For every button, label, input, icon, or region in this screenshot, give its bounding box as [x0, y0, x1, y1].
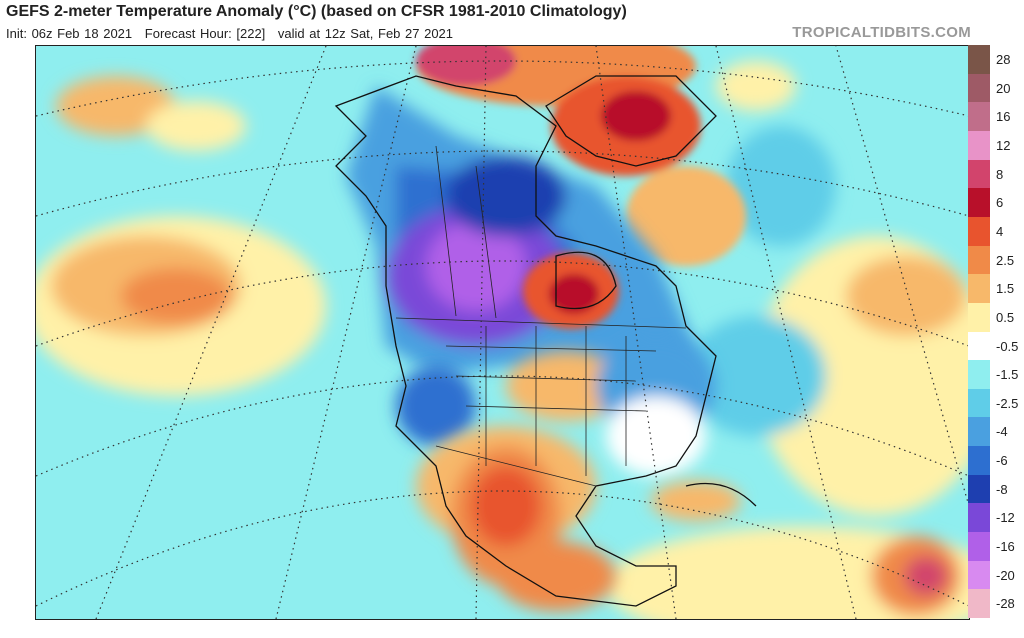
colorbar-label: -1.5 [996, 367, 1019, 383]
colorbar-label: -4 [996, 424, 1008, 440]
site-brand: TROPICALTIDBITS.COM [792, 24, 971, 41]
colorbar-label: 4 [996, 223, 1004, 239]
colorbar-label: -2.5 [996, 395, 1019, 411]
colorbar-swatch [968, 560, 990, 590]
colorbar-swatch [968, 73, 990, 103]
colorbar-swatch [968, 360, 990, 390]
colorbar-label: -8 [996, 481, 1008, 497]
colorbar-label: -28 [996, 596, 1015, 612]
map-graticule [36, 46, 969, 619]
atlantic-anomaly [606, 126, 969, 619]
colorbar-label: 1.5 [996, 281, 1015, 297]
colorbar-swatch [968, 45, 990, 74]
colorbar-swatch [968, 417, 990, 447]
colorbar-label: -0.5 [996, 338, 1019, 354]
colorbar-swatch [968, 245, 990, 275]
colorbar-swatch [968, 388, 990, 418]
colorbar-swatch [968, 159, 990, 189]
colorbar-label: -6 [996, 453, 1008, 469]
colorbar-label: -20 [996, 567, 1015, 583]
colorbar-swatch [968, 102, 990, 132]
hudson-bay-warm-anomaly [523, 253, 619, 329]
colorbar-swatch [968, 532, 990, 562]
forecast-info: Init: 06z Feb 18 2021 Forecast Hour: [22… [6, 26, 461, 41]
colorbar-swatch [968, 331, 990, 361]
political-borders [395, 145, 687, 487]
colorbar-swatch [968, 188, 990, 218]
map-canvas [36, 46, 969, 619]
colorbar-label: 20 [996, 80, 1011, 96]
colorbar-swatch [968, 274, 990, 304]
colorbar-label: 28 [996, 52, 1011, 67]
anomaly-map [35, 45, 970, 620]
greenland-warm-anomaly [416, 46, 746, 266]
colorbar-label: 0.5 [996, 309, 1015, 325]
colorbar-swatch [968, 589, 990, 619]
colorbar-label: 6 [996, 195, 1004, 211]
chart-title: GEFS 2-meter Temperature Anomaly (°C) (b… [6, 3, 627, 20]
valid-time: valid at 12z Sat, Feb 27 2021 [277, 26, 454, 41]
colorbar-legend: 28 20 16 12 8 6 4 2.5 1.5 0.5 -0.5 -1.5 -2.5 -4 -6 -8 -1… [968, 45, 1022, 619]
colorbar-swatch [968, 302, 990, 332]
coastlines [334, 75, 757, 607]
colorbar-swatch [968, 130, 990, 160]
colorbar-label: 16 [996, 109, 1011, 125]
colorbar-swatch [968, 446, 990, 476]
colorbar-label: 2.5 [996, 252, 1015, 268]
mexico-warm-anomaly [416, 426, 741, 611]
colorbar-swatch [968, 474, 990, 504]
colorbar-swatch [968, 503, 990, 533]
init-time: Init: 06z Feb 18 2021 [6, 26, 133, 41]
colorbar-label: -16 [996, 539, 1015, 555]
colorbar-label: 8 [996, 166, 1004, 182]
colorbar-swatch [968, 216, 990, 246]
pacific-warm-anomaly [36, 61, 796, 396]
colorbar-label: 12 [996, 137, 1011, 153]
colorbar-label: -12 [996, 510, 1015, 526]
forecast-hour: Forecast Hour: [222] [144, 26, 266, 41]
